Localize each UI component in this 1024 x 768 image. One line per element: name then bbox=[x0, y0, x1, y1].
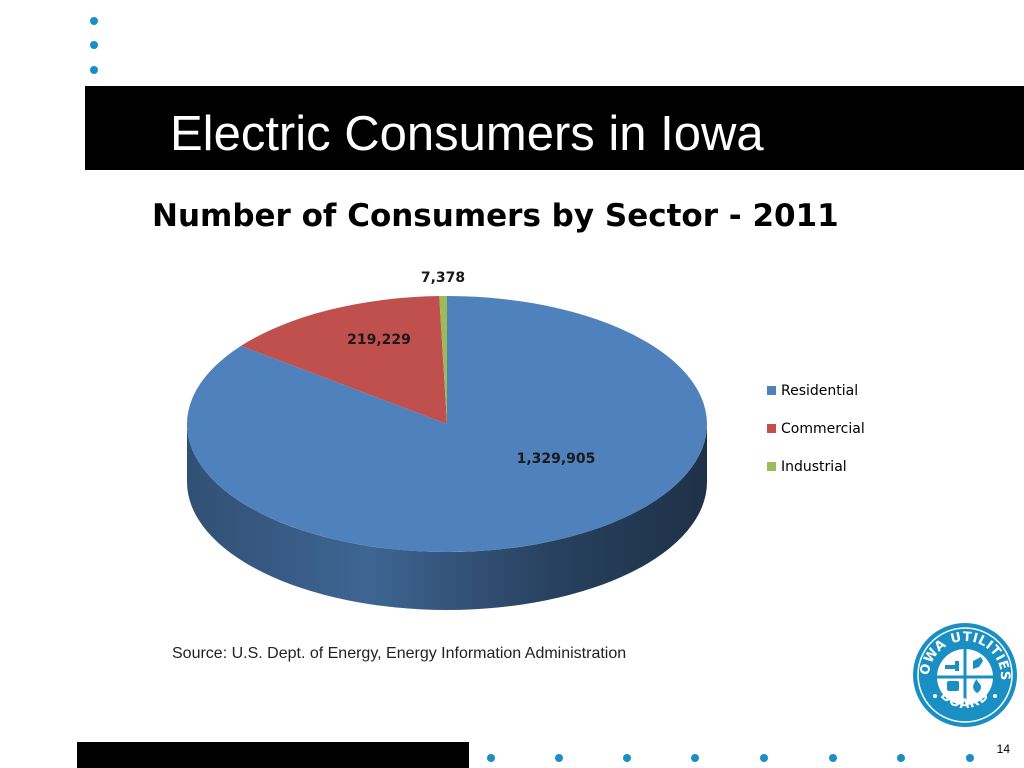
bullet-dot-bottom-6 bbox=[829, 754, 837, 762]
bullet-dot-bottom-3 bbox=[623, 754, 631, 762]
bullet-dot-bottom-8 bbox=[966, 754, 974, 762]
chart-title: Number of Consumers by Sector - 2011 bbox=[152, 198, 839, 234]
flame-icon bbox=[973, 679, 981, 693]
logo-text-bottom: BOARD bbox=[937, 688, 991, 712]
pie-slice-commercial bbox=[240, 296, 447, 424]
source-note: Source: U.S. Dept. of Energy, Energy Inf… bbox=[172, 645, 627, 662]
legend-label-commercial: Commercial bbox=[781, 421, 865, 437]
pie-slice-residential bbox=[187, 296, 708, 552]
bullet-dot-bottom-1 bbox=[487, 754, 495, 762]
title-bar bbox=[85, 86, 1024, 170]
legend-swatch-commercial bbox=[767, 423, 776, 433]
bullet-dot-bottom-5 bbox=[760, 754, 768, 762]
pie-side-residential bbox=[187, 424, 707, 610]
legend-item-residential: Residential bbox=[767, 381, 897, 419]
legend-item-industrial: Industrial bbox=[767, 457, 897, 495]
legend-item-commercial: Commercial bbox=[767, 419, 897, 457]
data-label-residential: 1,329,905 bbox=[517, 451, 596, 467]
pie-slice-industrial bbox=[439, 296, 447, 424]
slide-title: Electric Consumers in Iowa bbox=[170, 107, 764, 161]
legend-label-industrial: Industrial bbox=[781, 459, 847, 475]
iowa-utilities-board-logo: IOWA UTILITIES BOARD bbox=[911, 621, 1017, 727]
chart-legend: Residential Commercial Industrial bbox=[767, 381, 897, 495]
legend-label-residential: Residential bbox=[781, 383, 859, 399]
svg-text:BOARD: BOARD bbox=[937, 688, 992, 712]
bullet-dot-top-1 bbox=[90, 17, 98, 25]
faucet-icon bbox=[945, 661, 959, 671]
legend-swatch-residential bbox=[767, 385, 776, 395]
page-number: 14 bbox=[996, 742, 1010, 756]
legend-swatch-industrial bbox=[767, 461, 776, 471]
data-label-commercial: 219,229 bbox=[347, 332, 411, 348]
data-label-industrial: 7,378 bbox=[421, 270, 465, 286]
telephone-icon bbox=[947, 681, 959, 691]
plug-icon bbox=[973, 657, 983, 669]
bullet-dot-top-3 bbox=[90, 66, 98, 74]
footer-bar bbox=[77, 742, 469, 768]
bullet-dot-bottom-2 bbox=[555, 754, 563, 762]
bullet-dot-bottom-4 bbox=[691, 754, 699, 762]
bullet-dot-bottom-7 bbox=[897, 754, 905, 762]
bullet-dot-top-2 bbox=[90, 41, 98, 49]
